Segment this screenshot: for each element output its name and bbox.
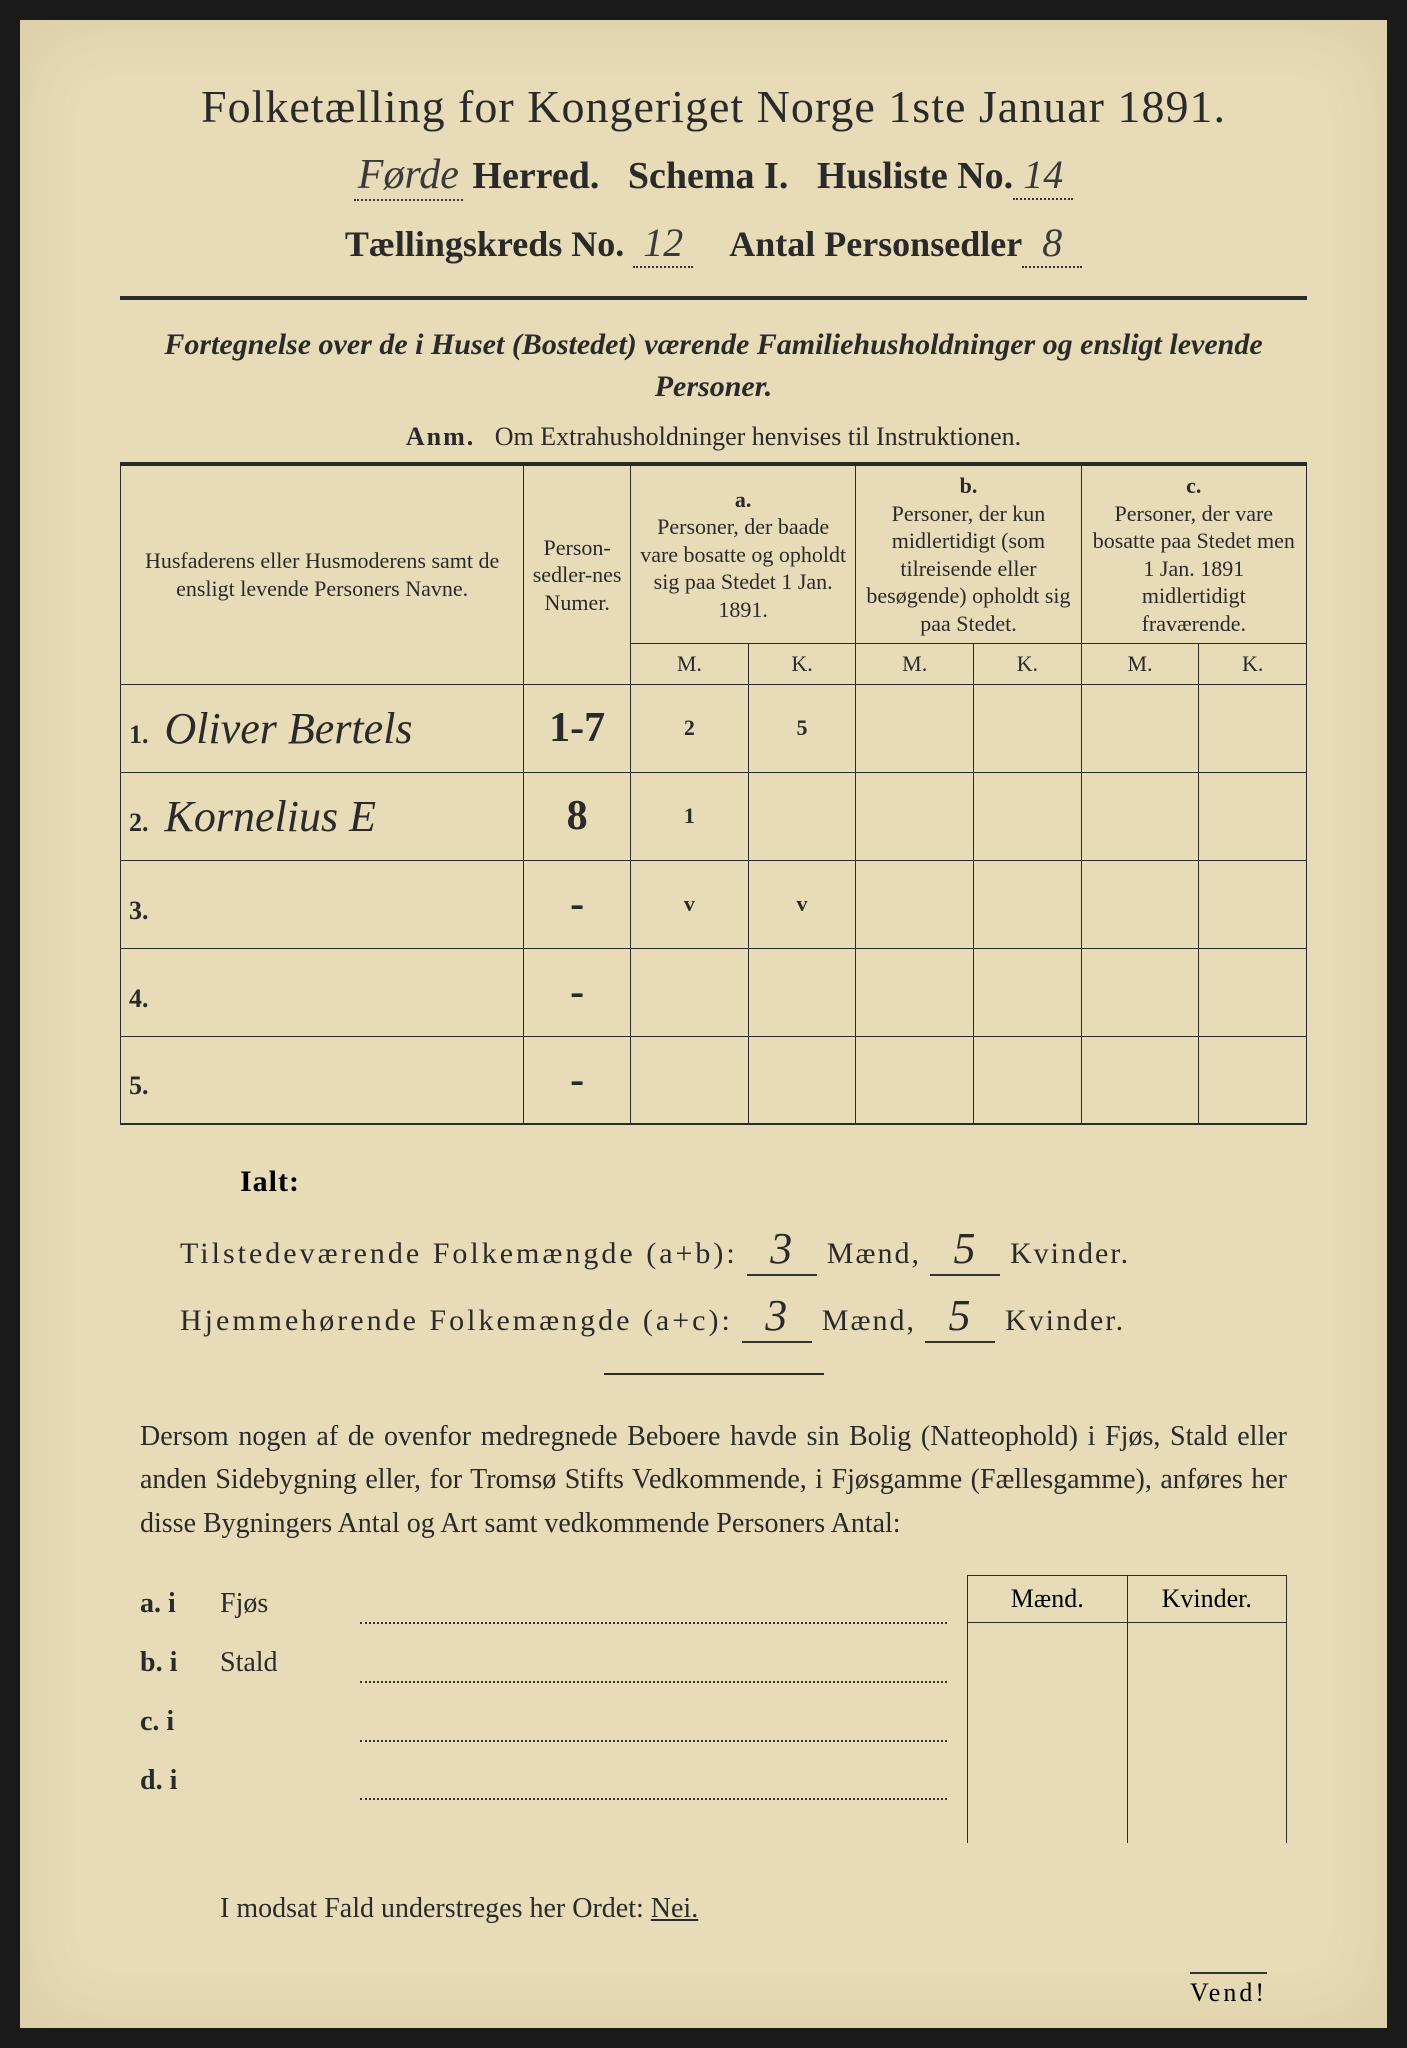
totals-line-2: Hjemmehørende Folkemængde (a+c): 3 Mænd,… — [180, 1290, 1307, 1343]
ialt-label: Ialt: — [240, 1165, 1307, 1199]
subtitle: Fortegnelse over de i Huset (Bostedet) v… — [120, 324, 1307, 408]
building-block: a. iFjøs b. iStald c. i d. i Mænd. Kvind… — [140, 1575, 1287, 1843]
th-c-m: M. — [1081, 644, 1199, 685]
table-row: 2. Kornelius E81 — [121, 772, 1307, 860]
table-row: 3. -vv — [121, 860, 1307, 948]
main-title: Folketælling for Kongeriget Norge 1ste J… — [120, 80, 1307, 133]
th-a: a.Personer, der baade vare bosatte og op… — [631, 464, 856, 644]
antal-value: 8 — [1022, 219, 1082, 268]
kreds-value: 12 — [633, 219, 693, 268]
herred-label: Herred. — [472, 155, 599, 197]
table-row: 4. - — [121, 948, 1307, 1036]
th-c-k: K. — [1199, 644, 1307, 685]
anm-prefix: Anm. — [406, 422, 475, 451]
divider — [120, 296, 1307, 300]
vend-label: Vend! — [1190, 1972, 1267, 2008]
th-b-m: M. — [856, 644, 974, 685]
th-b-k: K. — [974, 644, 1082, 685]
annotation-line: Anm. Om Extrahusholdninger henvises til … — [120, 422, 1307, 452]
th-num: Person-sedler-nes Numer. — [524, 464, 631, 684]
husliste-value: 14 — [1013, 151, 1073, 200]
building-paragraph: Dersom nogen af de ovenfor medregnede Be… — [140, 1415, 1287, 1545]
table-row: 5. - — [121, 1036, 1307, 1124]
building-list: a. iFjøs b. iStald c. i d. i — [140, 1575, 967, 1843]
mk-maend: Mænd. — [968, 1576, 1128, 1622]
schema-label: Schema I. — [628, 155, 788, 197]
husliste-label: Husliste No. — [817, 155, 1013, 197]
totals-line-1: Tilstedeværende Folkemængde (a+b): 3 Mæn… — [180, 1223, 1307, 1276]
table-body: 1. Oliver Bertels1-7252. Kornelius E813.… — [121, 684, 1307, 1124]
header-line-2: Førde Herred. Schema I. Husliste No.14 — [120, 151, 1307, 201]
building-row-b: b. iStald — [140, 1634, 967, 1693]
anm-text: Om Extrahusholdninger henvises til Instr… — [495, 422, 1021, 451]
total-ac-m: 3 — [742, 1290, 812, 1343]
footer-line: I modsat Fald understreges her Ordet: Ne… — [220, 1893, 1307, 1925]
total-ab-k: 5 — [930, 1223, 1000, 1276]
header-line-3: Tællingskreds No. 12 Antal Personsedler8 — [120, 219, 1307, 268]
antal-label: Antal Personsedler — [729, 224, 1022, 264]
kreds-label: Tællingskreds No. — [345, 224, 624, 264]
th-b: b.Personer, der kun midlertidigt (som ti… — [856, 464, 1081, 644]
total-ab-m: 3 — [747, 1223, 817, 1276]
building-row-d: d. i — [140, 1752, 967, 1811]
short-divider — [604, 1373, 824, 1375]
mk-kvinder: Kvinder. — [1128, 1576, 1288, 1622]
th-c: c.Personer, der vare bosatte paa Stedet … — [1081, 464, 1306, 644]
herred-value: Førde — [354, 151, 463, 201]
building-row-a: a. iFjøs — [140, 1575, 967, 1634]
building-row-c: c. i — [140, 1693, 967, 1752]
th-name: Husfaderens eller Husmoderens samt de en… — [121, 464, 524, 684]
footer-nei: Nei. — [651, 1893, 698, 1924]
census-form-page: Folketælling for Kongeriget Norge 1ste J… — [20, 20, 1387, 2028]
total-ac-k: 5 — [925, 1290, 995, 1343]
th-a-k: K. — [748, 644, 856, 685]
table-row: 1. Oliver Bertels1-725 — [121, 684, 1307, 772]
census-table: Husfaderens eller Husmoderens samt de en… — [120, 462, 1307, 1125]
th-a-m: M. — [631, 644, 749, 685]
mk-box: Mænd. Kvinder. — [967, 1575, 1287, 1843]
